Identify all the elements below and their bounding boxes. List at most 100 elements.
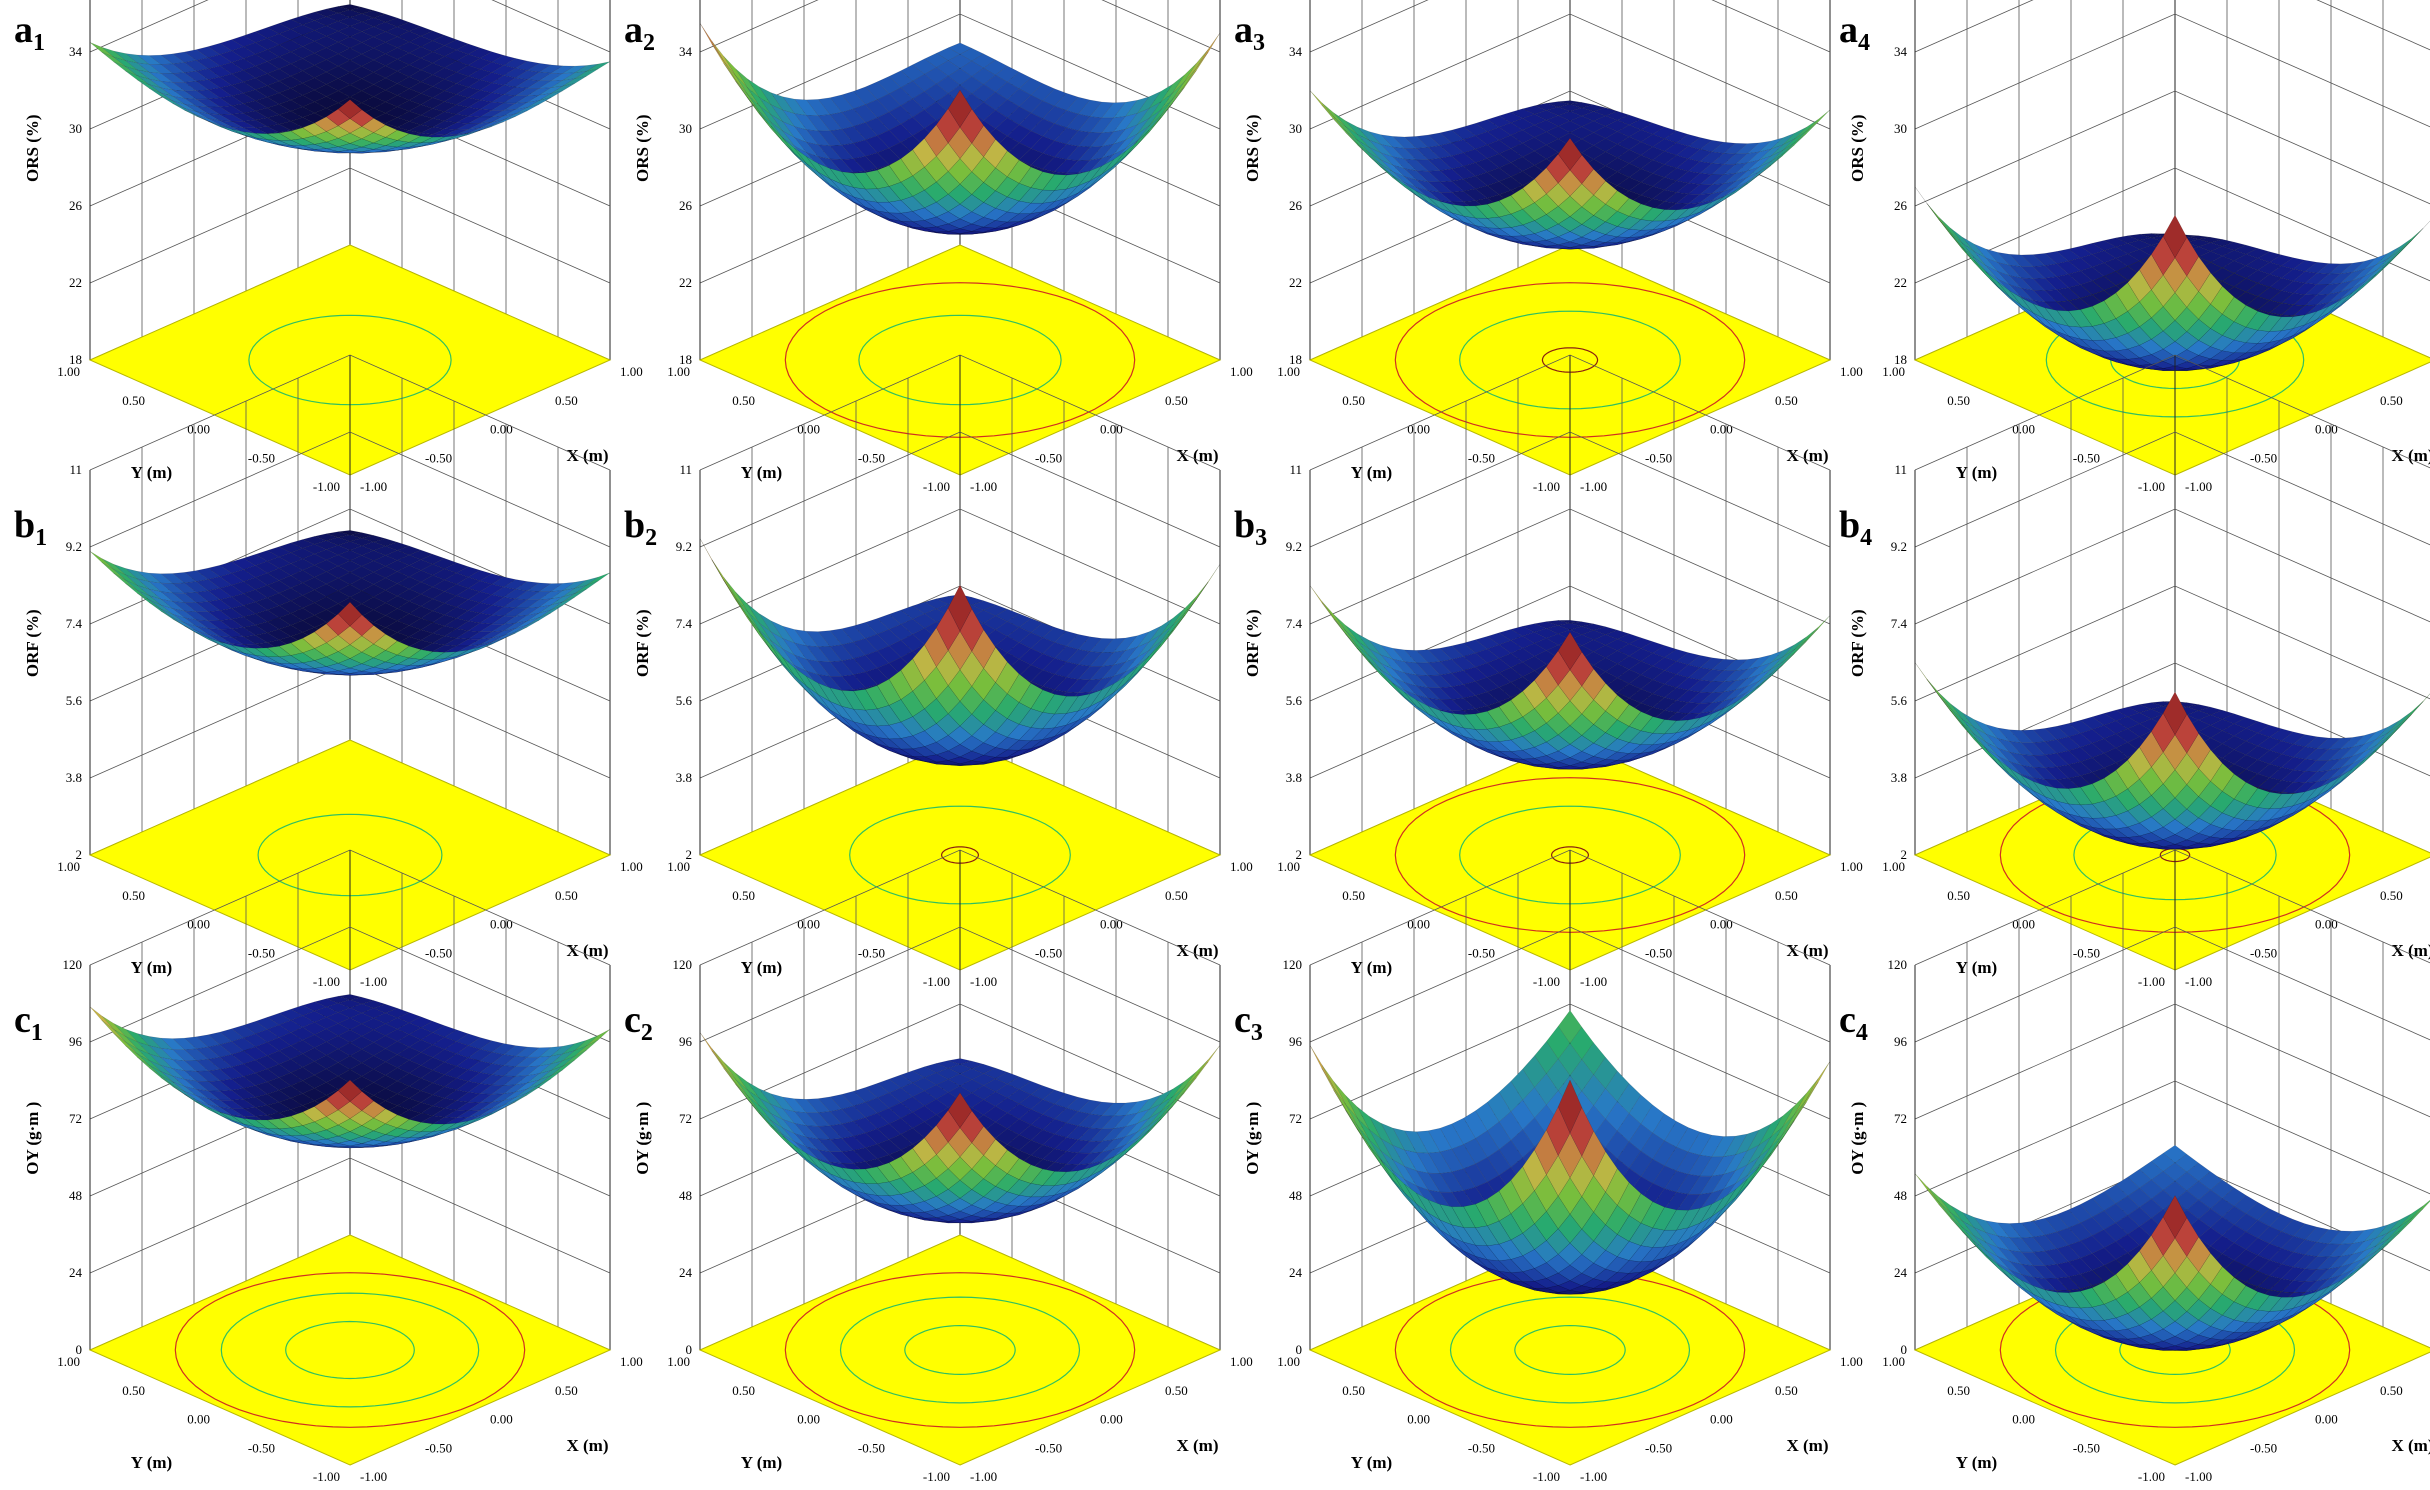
panel-label: a4: [1839, 8, 1870, 57]
response-surface: [90, 994, 610, 1148]
x-tick-label: 0.50: [1775, 393, 1798, 408]
z-tick-label: 22: [1289, 275, 1302, 290]
z-axis-label: ORF (%): [23, 609, 42, 677]
y-tick-label: 0.50: [1947, 393, 1970, 408]
y-tick-label: -1.00: [313, 1469, 340, 1484]
panel-letter: b: [1234, 504, 1255, 546]
y-tick-label: 0.50: [1342, 888, 1365, 903]
surface-cell: [586, 1029, 610, 1046]
x-tick-label: 0.00: [1710, 917, 1733, 932]
x-tick-label: -1.00: [2185, 974, 2212, 989]
y-tick-label: 0.00: [187, 917, 210, 932]
y-tick-label: 0.00: [1407, 917, 1430, 932]
y-tick-label: 1.00: [1882, 364, 1905, 379]
wall-gridline: [1915, 91, 2430, 206]
z-tick-label: 22: [679, 275, 692, 290]
panel-subscript: 3: [1255, 525, 1267, 551]
z-tick-label: 11: [1289, 462, 1302, 477]
surface-cell: [1334, 614, 1358, 641]
z-ticks: 119.27.45.63.82: [66, 462, 83, 862]
z-tick-label: 34: [1894, 44, 1908, 59]
x-tick-label: 0.00: [1100, 917, 1123, 932]
z-tick-label: 7.4: [1286, 616, 1303, 631]
surface-cell: [1173, 63, 1197, 93]
panel-subscript: 3: [1253, 30, 1265, 56]
y-tick-label: -1.00: [2138, 479, 2165, 494]
surface-plot-a1: 383430262218ORS (%)1.000.500.00-0.50-1.0…: [10, 10, 610, 500]
y-tick-label: 1.00: [57, 859, 80, 874]
z-tick-label: 11: [1894, 462, 1907, 477]
y-tick-label: 1.00: [1882, 859, 1905, 874]
z-tick-label: 3.8: [1286, 770, 1302, 785]
x-tick-label: -0.50: [2250, 945, 2277, 960]
z-tick-label: 9.2: [676, 539, 692, 554]
z-tick-label: 7.4: [66, 616, 83, 631]
x-tick-label: -1.00: [970, 479, 997, 494]
y-tick-label: 0.50: [122, 393, 145, 408]
x-tick-label: 0.50: [1165, 393, 1188, 408]
y-tick-label: 0.00: [2012, 422, 2035, 437]
z-tick-label: 3.8: [1891, 770, 1907, 785]
panel-letter: b: [624, 504, 645, 546]
panel-label: c1: [14, 998, 43, 1047]
x-tick-label: 0.00: [490, 422, 513, 437]
panel-subscript: 2: [645, 525, 657, 551]
response-surface: [700, 23, 1220, 234]
panel-subscript: 1: [35, 525, 47, 551]
x-axis-label: X (m): [566, 446, 608, 465]
z-axis-label: OY (g·m ): [23, 1102, 42, 1175]
panel-subscript: 1: [33, 30, 45, 56]
y-tick-label: 0.00: [2012, 917, 2035, 932]
x-tick-label: -0.50: [425, 945, 452, 960]
z-tick-label: 5.6: [66, 693, 83, 708]
x-tick-label: -0.50: [2250, 450, 2277, 465]
y-tick-label: -0.50: [1468, 450, 1495, 465]
surface-cell: [2400, 701, 2424, 725]
z-ticks: 383430262218: [69, 0, 83, 367]
surface-cell: [712, 41, 736, 76]
z-ticks: 119.27.45.63.82: [676, 462, 693, 862]
panel-subscript: 4: [1860, 525, 1872, 551]
floor-plane: [90, 1235, 610, 1465]
wall-gridline: [1915, 14, 2430, 129]
y-tick-label: -1.00: [313, 974, 340, 989]
y-tick-label: 0.00: [1407, 422, 1430, 437]
x-tick-label: 0.50: [555, 1383, 578, 1398]
surface-cell: [1927, 203, 1951, 232]
x-tick-label: 0.00: [1100, 422, 1123, 437]
response-surface: [90, 530, 610, 675]
surface-cell: [1806, 110, 1830, 132]
z-tick-label: 9.2: [66, 539, 82, 554]
z-tick-label: 11: [69, 462, 82, 477]
floor-fill: [700, 1235, 1220, 1465]
surface-cell: [586, 573, 610, 586]
y-tick-label: 1.00: [667, 859, 690, 874]
y-tick-label: 0.00: [797, 917, 820, 932]
z-axis-label: ORF (%): [1243, 609, 1262, 677]
surface-cell: [1173, 596, 1197, 625]
z-axis-label: ORF (%): [1848, 609, 1867, 677]
y-tick-label: -0.50: [248, 450, 275, 465]
surface-cell: [724, 577, 748, 611]
y-axis-label: Y (m): [741, 958, 782, 977]
y-tick-label: -1.00: [1533, 974, 1560, 989]
y-tick-label: 0.50: [1947, 888, 1970, 903]
panel-label: b3: [1234, 503, 1267, 552]
x-axis-label: X (m): [1786, 941, 1828, 960]
y-tick-label: -1.00: [1533, 479, 1560, 494]
y-tick-label: -0.50: [248, 1440, 275, 1455]
y-axis-label: Y (m): [131, 958, 172, 977]
x-tick-label: -0.50: [1035, 945, 1062, 960]
panel-letter: a: [14, 9, 33, 51]
y-tick-label: 0.00: [797, 422, 820, 437]
x-axis-label: X (m): [1176, 941, 1218, 960]
surface-cell: [736, 592, 760, 623]
z-tick-label: 26: [1894, 198, 1908, 213]
y-tick-label: -0.50: [2073, 450, 2100, 465]
y-tick-label: -0.50: [248, 945, 275, 960]
x-tick-label: -0.50: [425, 450, 452, 465]
